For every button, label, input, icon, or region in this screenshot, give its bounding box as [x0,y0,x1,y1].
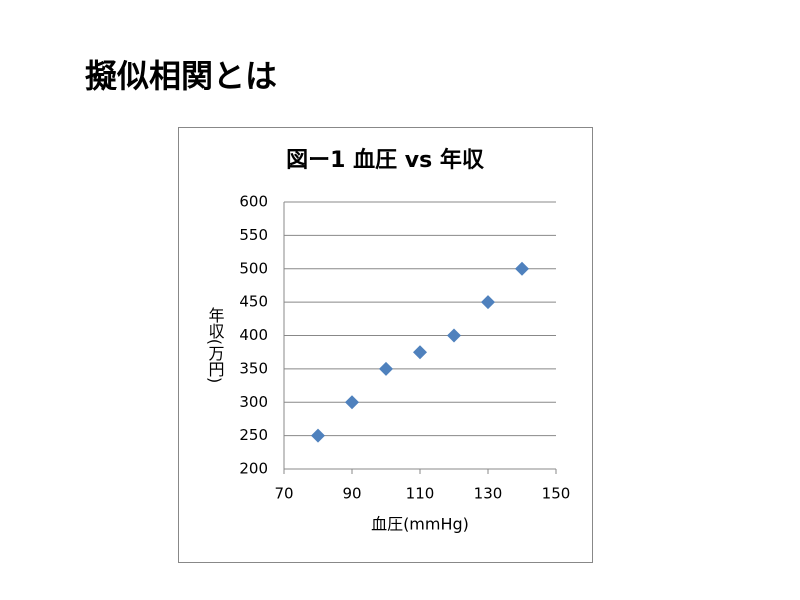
slide-title: 擬似相関とは [85,57,277,95]
x-tick-label: 150 [542,485,571,503]
x-axis-label: 血圧(mmHg) [371,515,469,534]
data-point [379,361,393,376]
chart-frame [178,127,593,563]
y-tick-label: 400 [239,326,268,344]
y-tick-label: 200 [239,460,268,478]
data-point [311,428,325,443]
y-tick-label: 350 [239,359,268,377]
y-axis-label: 年収(万円) [206,307,225,383]
data-point [515,261,529,276]
data-point [345,395,359,410]
chart-title: 図ー1 血圧 vs 年収 [286,147,485,173]
data-point [447,328,461,343]
y-tick-label: 450 [239,293,268,311]
data-point [413,345,427,360]
x-tick-label: 90 [342,485,361,503]
x-tick-label: 110 [406,485,435,503]
x-tick-label: 130 [474,485,503,503]
y-tick-label: 300 [239,393,268,411]
x-tick-label: 70 [274,485,293,503]
y-tick-label: 500 [239,259,268,277]
y-tick-label: 250 [239,426,268,444]
y-tick-label: 550 [239,226,268,244]
data-point [481,295,495,310]
y-tick-label: 600 [239,193,268,211]
